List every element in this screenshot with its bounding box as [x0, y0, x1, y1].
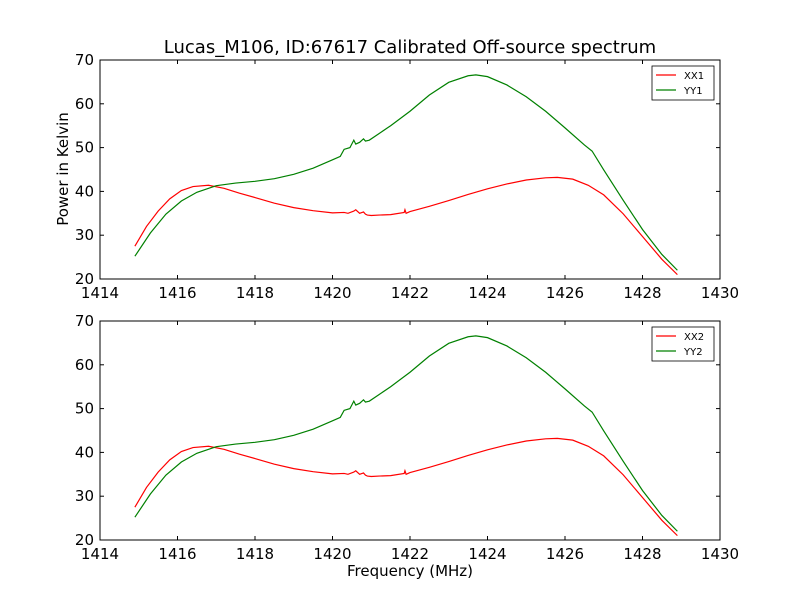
y-tick-label: 50 — [75, 139, 94, 157]
x-tick-label: 1416 — [158, 545, 196, 563]
x-tick-label: 1424 — [468, 545, 506, 563]
x-tick-label: 1420 — [313, 284, 351, 302]
y-tick-label: 40 — [75, 443, 94, 461]
x-tick-label: 1416 — [158, 284, 196, 302]
x-tick-label: 1424 — [468, 284, 506, 302]
x-tick-label: 1422 — [391, 545, 429, 563]
x-tick-label: 1422 — [391, 284, 429, 302]
legend-label: XX2 — [684, 332, 704, 343]
x-tick-label: 1426 — [546, 284, 584, 302]
y-tick-label: 60 — [75, 95, 94, 113]
y-tick-label: 70 — [75, 51, 94, 69]
y-tick-label: 40 — [75, 182, 94, 200]
x-tick-label: 1414 — [81, 545, 119, 563]
top-subplot: 1414 1416 1418 1420 1422 1424 1426 1428 1430 20 30… — [75, 51, 739, 302]
series-line-yy2 — [134, 335, 678, 532]
x-tick-label: 1428 — [623, 545, 661, 563]
legend-label: YY2 — [683, 347, 703, 358]
x-axis-label: Frequency (MHz) — [347, 562, 473, 580]
series-line-xx2 — [134, 437, 678, 537]
legend-box — [651, 326, 715, 362]
y-tick-label: 60 — [75, 356, 94, 374]
y-tick-label: 50 — [75, 400, 94, 418]
x-tick-label: 1430 — [701, 284, 739, 302]
series-line-yy1 — [134, 74, 678, 271]
series-line-xx1 — [134, 176, 678, 276]
x-tick-label: 1414 — [81, 284, 119, 302]
y-axis-label: Power in Kelvin — [54, 112, 72, 226]
bottom-subplot: 1414 1416 1418 1420 1422 1424 1426 1428 1430 20 30… — [75, 312, 739, 563]
chart-title: Lucas_M106, ID:67617 Calibrated Off-sour… — [164, 37, 656, 58]
legend-label: XX1 — [684, 71, 704, 82]
y-tick-label: 30 — [75, 487, 94, 505]
x-tick-label: 1420 — [313, 545, 351, 563]
x-tick-label: 1426 — [546, 545, 584, 563]
y-tick-label: 30 — [75, 226, 94, 244]
y-tick-label: 70 — [75, 312, 94, 330]
y-tick-label: 20 — [75, 531, 94, 549]
x-tick-label: 1428 — [623, 284, 661, 302]
x-tick-label: 1418 — [236, 284, 274, 302]
legend-box — [651, 65, 715, 101]
x-tick-label: 1418 — [236, 545, 274, 563]
legend-label: YY1 — [683, 86, 703, 97]
y-tick-label: 20 — [75, 270, 94, 288]
x-tick-label: 1430 — [701, 545, 739, 563]
